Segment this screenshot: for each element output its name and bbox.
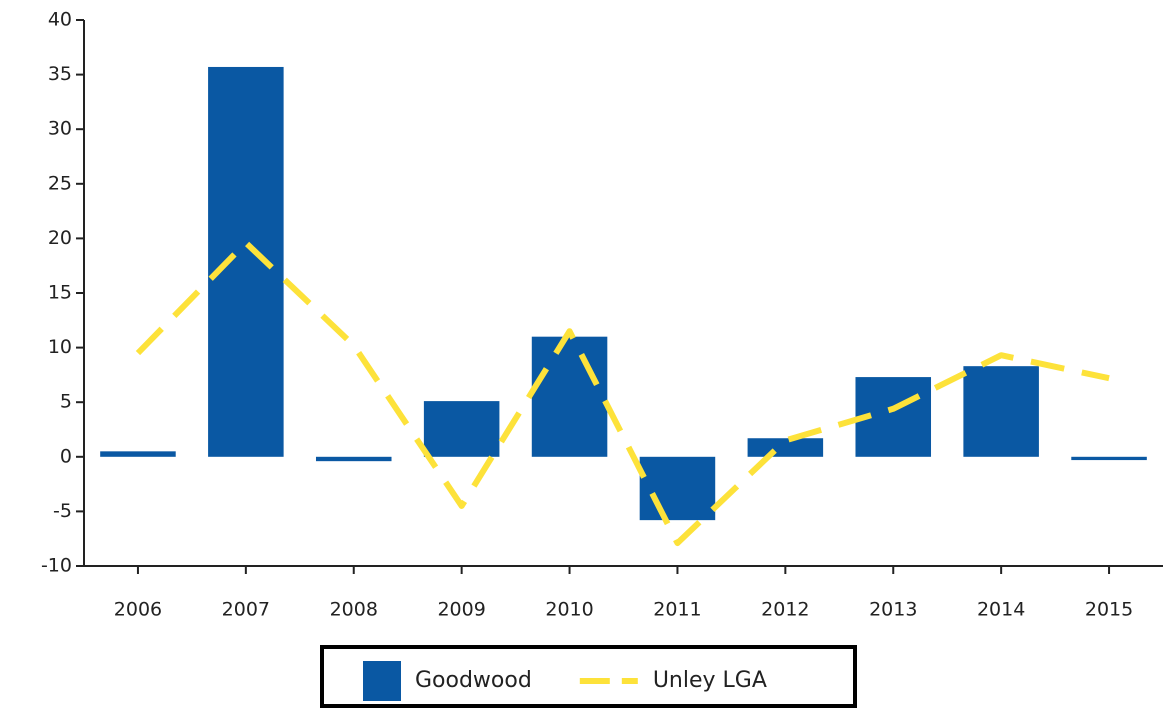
x-tick-label: 2009: [437, 599, 485, 621]
y-tick-label: 25: [48, 172, 72, 194]
legend-label: Goodwood: [415, 668, 532, 693]
x-tick-label: 2007: [222, 599, 270, 621]
y-tick-label: -5: [53, 500, 72, 522]
x-tick-label: 2010: [545, 599, 593, 621]
x-tick-label: 2014: [977, 599, 1025, 621]
legend-label: Unley LGA: [653, 668, 767, 693]
legend-box: [320, 645, 857, 708]
y-tick-label: 10: [48, 336, 72, 358]
y-tick-label: 0: [60, 445, 72, 467]
bar: [423, 401, 500, 457]
y-tick-label: 35: [48, 63, 72, 85]
x-tick-label: 2008: [330, 599, 378, 621]
x-tick-label: 2011: [653, 599, 701, 621]
y-tick-label: 15: [48, 282, 72, 304]
bar: [315, 456, 392, 462]
bar: [747, 438, 824, 457]
x-tick-label: 2015: [1085, 599, 1133, 621]
bar: [639, 456, 716, 521]
y-tick-label: -10: [41, 555, 72, 577]
x-tick-label: 2013: [869, 599, 917, 621]
bar: [1071, 456, 1147, 461]
y-tick-label: 40: [48, 9, 72, 31]
bar: [963, 366, 1039, 457]
line: [135, 239, 1110, 547]
y-tick-label: 20: [48, 227, 72, 249]
bar: [531, 336, 608, 457]
x-tick-label: 2006: [114, 599, 162, 621]
x-tick-label: 2012: [761, 599, 809, 621]
y-tick-label: 30: [48, 118, 72, 140]
bar: [100, 451, 176, 457]
legend-swatch: [363, 661, 401, 701]
y-tick-label: 5: [60, 391, 72, 413]
bar: [208, 66, 284, 457]
